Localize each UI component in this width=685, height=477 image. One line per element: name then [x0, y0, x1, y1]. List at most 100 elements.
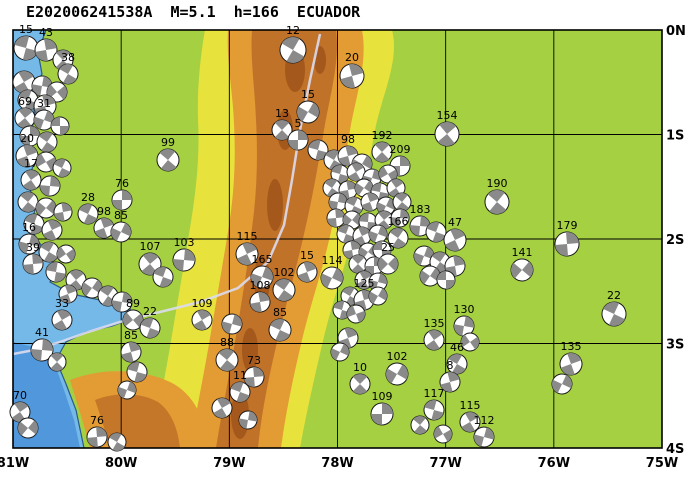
beachball [410, 415, 430, 435]
beachball-quadrants [359, 244, 377, 260]
beachball [215, 348, 239, 372]
beachball [551, 373, 573, 395]
beachball-quadrants [338, 146, 358, 166]
beachball-quadrants [352, 374, 368, 394]
depth-label: 89 [126, 297, 140, 310]
beachball-quadrants [340, 64, 364, 88]
depth-label: 141 [512, 246, 533, 259]
depth-label: 117 [424, 387, 445, 400]
beachball [473, 426, 495, 448]
lat-tick-label: 1S [666, 129, 684, 144]
beachball-quadrants [337, 225, 355, 243]
beachball-quadrants [410, 216, 430, 236]
beachball [47, 352, 67, 372]
beachball-layer [9, 35, 627, 452]
beachball [172, 248, 196, 272]
beachball [229, 381, 251, 403]
beachball-quadrants [379, 166, 397, 182]
depth-label: 115 [237, 230, 258, 243]
beachball [348, 254, 368, 274]
lon-tick-label: 81W [0, 456, 29, 471]
beachball [320, 266, 344, 290]
beachball [368, 286, 388, 306]
beachball [18, 233, 40, 255]
depth-label: 165 [252, 253, 273, 266]
beachball-quadrants [36, 200, 56, 216]
beachball-quadrants [413, 416, 427, 434]
beachball-quadrants [420, 267, 440, 285]
beachball-quadrants [461, 412, 479, 432]
beachball-quadrants [19, 234, 39, 254]
beachball [211, 397, 233, 419]
beachball-quadrants [391, 209, 409, 227]
beachball [377, 253, 399, 275]
beachball-quadrants [18, 420, 38, 436]
beachball [272, 278, 296, 302]
beachball-quadrants [11, 402, 29, 422]
beachball-quadrants [87, 427, 107, 447]
beachball-quadrants [239, 411, 257, 429]
beachball-quadrants [82, 279, 102, 297]
depth-label: 15 [19, 23, 33, 36]
beachball-quadrants [356, 271, 372, 289]
beachball-quadrants [121, 342, 141, 362]
depth-label: 154 [437, 109, 458, 122]
beachball [14, 107, 36, 129]
beachball [601, 301, 627, 327]
beachball [354, 178, 374, 198]
beachball-quadrants [424, 400, 444, 420]
beachball-quadrants [425, 330, 443, 350]
beachball-quadrants [59, 285, 77, 303]
beachball [387, 227, 409, 249]
beachball [191, 309, 213, 331]
beachball-quadrants [16, 145, 38, 167]
beachball-quadrants [348, 163, 364, 181]
beachball [126, 361, 148, 383]
beachball-quadrants [46, 262, 66, 282]
depth-label: 103 [174, 236, 195, 249]
depth-label: 115 [460, 399, 481, 412]
beachball [107, 432, 127, 452]
beachball-quadrants [32, 76, 52, 96]
beachball-quadrants [355, 180, 373, 196]
beachball [360, 192, 380, 212]
lon-tick-label: 80W [105, 456, 137, 471]
beachball-quadrants [244, 367, 264, 387]
beachball-quadrants [426, 222, 446, 242]
beachball [510, 258, 534, 282]
depth-label: 98 [341, 133, 355, 146]
beachball-quadrants [38, 132, 56, 152]
depth-label: 107 [140, 240, 161, 253]
lat-tick-label: 3S [666, 338, 684, 353]
beachball-quadrants [59, 64, 77, 84]
depth-label: 85 [273, 306, 287, 319]
beachball [390, 208, 410, 228]
beachball-quadrants [377, 211, 391, 229]
beachball-quadrants [24, 214, 44, 234]
beachball-quadrants [20, 126, 40, 146]
beachball [122, 309, 144, 331]
depth-label: 125 [354, 277, 375, 290]
depth-label: 135 [561, 340, 582, 353]
beachball [409, 215, 431, 237]
beachball-quadrants [369, 273, 387, 291]
beachball [152, 266, 174, 288]
depth-label: 15 [300, 249, 314, 262]
beachball [34, 38, 58, 62]
beachball [433, 424, 453, 444]
beachball-quadrants [454, 316, 474, 336]
beachball [51, 309, 73, 331]
beachball-quadrants [377, 197, 395, 215]
beachball-quadrants [112, 190, 132, 210]
beachball [439, 371, 461, 393]
beachball [111, 189, 133, 211]
beachball [287, 129, 309, 151]
depth-label: 130 [454, 303, 475, 316]
beachball [20, 169, 42, 191]
beachball-quadrants [31, 339, 53, 361]
beachball-quadrants [23, 254, 43, 274]
beachball-quadrants [338, 328, 358, 348]
beachball-quadrants [68, 270, 84, 290]
depth-label: 70 [13, 389, 27, 402]
